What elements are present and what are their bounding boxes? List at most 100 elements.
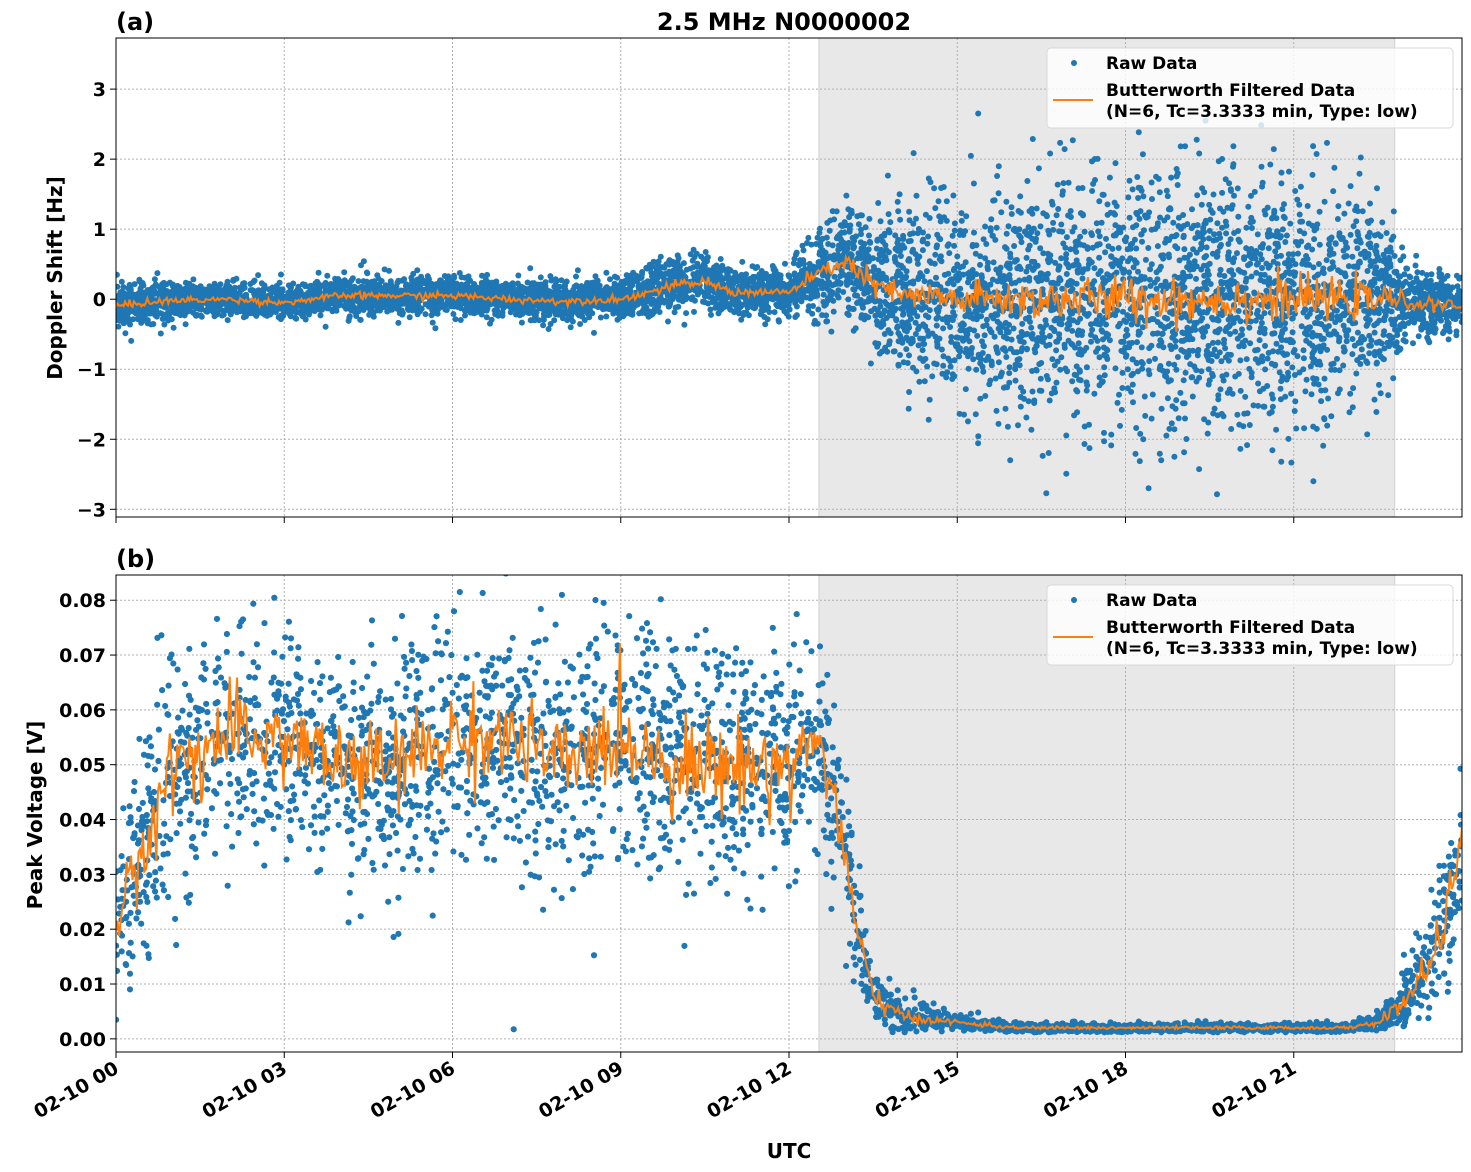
raw-point — [826, 227, 833, 234]
raw-point — [690, 246, 697, 253]
raw-point — [1189, 393, 1196, 400]
raw-point — [1278, 252, 1284, 259]
raw-point — [1061, 344, 1068, 351]
raw-point — [1330, 188, 1337, 195]
raw-point — [915, 304, 922, 311]
raw-point — [1111, 199, 1118, 206]
raw-point — [1062, 244, 1069, 251]
raw-point — [1320, 270, 1327, 277]
raw-point — [1327, 236, 1334, 243]
raw-point — [451, 272, 457, 279]
raw-point — [1193, 275, 1199, 282]
raw-point — [671, 262, 678, 269]
raw-point — [1006, 276, 1013, 283]
raw-point — [1324, 422, 1331, 429]
raw-point — [1017, 209, 1024, 216]
raw-point — [857, 239, 864, 246]
raw-point — [987, 377, 994, 384]
raw-point — [921, 378, 928, 385]
raw-point — [962, 386, 969, 393]
raw-point — [1172, 405, 1179, 412]
raw-point — [1038, 360, 1045, 366]
y-axis-label-a: Doppler Shift [Hz] — [43, 176, 67, 380]
raw-point — [1269, 403, 1276, 410]
raw-point — [1059, 228, 1066, 235]
raw-point — [866, 232, 872, 239]
raw-point — [429, 319, 436, 326]
raw-point — [1174, 182, 1181, 188]
raw-point — [1198, 368, 1205, 375]
raw-point — [1311, 380, 1318, 387]
raw-point — [1074, 319, 1081, 326]
raw-point — [1231, 230, 1238, 236]
raw-point — [980, 236, 987, 243]
raw-point — [1356, 258, 1363, 265]
raw-point — [1270, 146, 1277, 153]
raw-point — [1371, 329, 1378, 336]
raw-point — [1096, 354, 1103, 361]
raw-point — [157, 330, 164, 337]
raw-point — [1207, 281, 1214, 287]
raw-point — [1321, 198, 1328, 205]
raw-point — [951, 373, 958, 380]
raw-point — [943, 198, 950, 205]
raw-point — [1243, 356, 1250, 363]
raw-point — [1357, 154, 1364, 161]
raw-point — [1372, 247, 1379, 254]
raw-point — [1289, 315, 1296, 322]
raw-point — [1203, 253, 1210, 259]
raw-point — [569, 318, 576, 325]
raw-point — [1098, 327, 1105, 334]
raw-point — [1300, 355, 1307, 362]
raw-point — [1175, 415, 1182, 422]
raw-point — [885, 227, 892, 234]
raw-point — [1069, 378, 1076, 385]
raw-point — [680, 260, 687, 267]
raw-point — [982, 393, 989, 399]
raw-point — [1011, 243, 1018, 249]
raw-point — [1214, 491, 1220, 498]
raw-point — [1239, 326, 1245, 333]
raw-point — [1101, 372, 1108, 379]
raw-point — [850, 245, 857, 252]
raw-point — [1034, 230, 1041, 237]
raw-point — [1301, 425, 1308, 432]
raw-point — [949, 232, 956, 239]
raw-point — [1309, 246, 1316, 253]
raw-point — [1012, 279, 1019, 286]
raw-point — [1215, 339, 1222, 346]
raw-point — [1454, 283, 1461, 290]
raw-point — [1063, 271, 1070, 277]
raw-point — [1154, 276, 1161, 283]
raw-point — [1003, 230, 1010, 237]
raw-point — [892, 254, 898, 260]
raw-point — [1062, 365, 1069, 372]
raw-point — [1366, 317, 1373, 323]
raw-point — [1133, 222, 1140, 229]
raw-point — [1074, 388, 1081, 395]
raw-point — [1096, 254, 1103, 261]
raw-point — [1248, 255, 1255, 262]
raw-point — [614, 274, 621, 281]
raw-point — [1196, 466, 1203, 473]
raw-point — [1056, 331, 1063, 338]
raw-point — [1349, 404, 1356, 411]
raw-point — [1026, 208, 1033, 215]
raw-point — [1133, 245, 1140, 252]
raw-point — [950, 192, 957, 199]
raw-point — [975, 110, 982, 117]
raw-point — [1278, 378, 1285, 385]
raw-point — [1292, 261, 1299, 268]
raw-point — [1081, 441, 1088, 447]
raw-point — [1180, 377, 1187, 384]
raw-point — [1354, 264, 1361, 271]
raw-point — [1027, 318, 1033, 325]
raw-point — [1278, 273, 1285, 280]
raw-point — [1291, 408, 1298, 414]
raw-point — [170, 324, 177, 331]
raw-point — [1154, 243, 1161, 250]
raw-point — [315, 269, 322, 276]
raw-point — [975, 307, 982, 314]
raw-point — [956, 410, 963, 417]
raw-point — [1095, 271, 1102, 277]
